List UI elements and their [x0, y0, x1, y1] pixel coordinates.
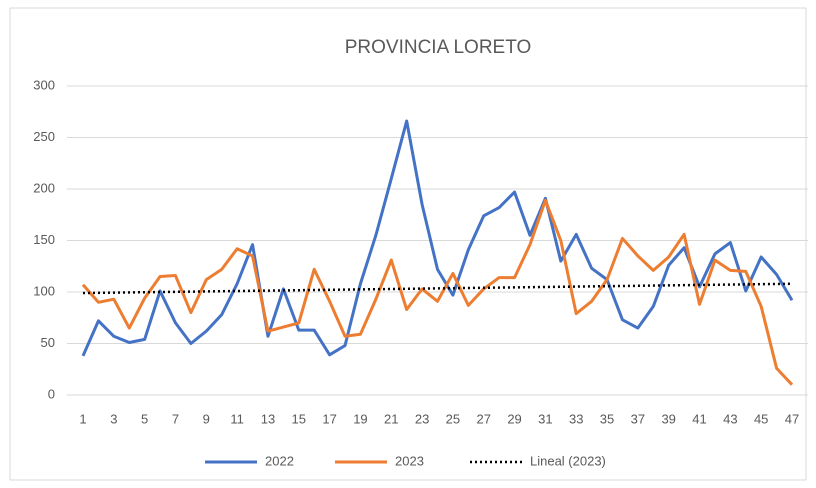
- x-tick-label: 1: [79, 411, 86, 426]
- x-tick-label: 45: [754, 411, 768, 426]
- chart-border: [9, 7, 807, 481]
- series-line: [81, 119, 794, 357]
- x-tick-label: 13: [261, 411, 275, 426]
- y-tick-label: 250: [33, 129, 55, 144]
- x-tick-label: 15: [292, 411, 306, 426]
- x-tick-label: 43: [723, 411, 737, 426]
- x-tick-label: 39: [661, 411, 675, 426]
- x-tick-label: 29: [507, 411, 521, 426]
- x-tick-label: 35: [600, 411, 614, 426]
- x-tick-label: 41: [692, 411, 706, 426]
- x-tick-label: 3: [110, 411, 117, 426]
- x-tick-label: 21: [384, 411, 398, 426]
- x-tick-label: 19: [353, 411, 367, 426]
- legend-label: Lineal (2023): [530, 453, 606, 468]
- x-tick-label: 47: [785, 411, 799, 426]
- x-tick-label: 37: [631, 411, 645, 426]
- x-tick-label: 23: [415, 411, 429, 426]
- y-tick-label: 50: [41, 335, 55, 350]
- y-tick-label: 100: [33, 283, 55, 298]
- x-tick-label: 5: [141, 411, 148, 426]
- y-tick-label: 0: [48, 386, 55, 401]
- x-tick-label: 27: [477, 411, 491, 426]
- y-tick-label: 150: [33, 232, 55, 247]
- x-tick-label: 33: [569, 411, 583, 426]
- x-tick-label: 7: [172, 411, 179, 426]
- x-tick-label: 11: [230, 411, 244, 426]
- trendline: [82, 282, 793, 295]
- legend-label: 2022: [265, 453, 294, 468]
- chart-title: PROVINCIA LORETO: [345, 37, 532, 58]
- legend-label: 2023: [395, 453, 424, 468]
- x-tick-label: 9: [203, 411, 210, 426]
- x-tick-label: 17: [322, 411, 336, 426]
- x-tick-label: 31: [538, 411, 552, 426]
- y-tick-label: 200: [33, 180, 55, 195]
- series-line: [81, 198, 794, 386]
- y-tick-label: 300: [33, 77, 55, 92]
- x-tick-label: 25: [446, 411, 460, 426]
